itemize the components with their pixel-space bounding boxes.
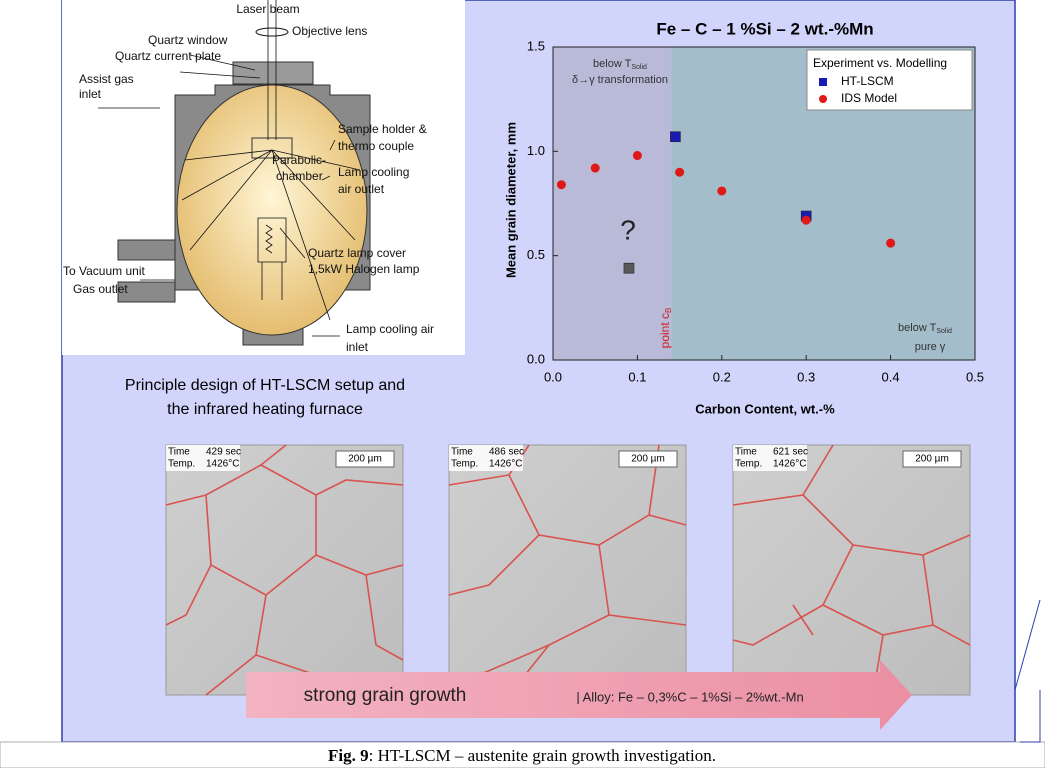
diagram-label: Sample holder & [338, 122, 427, 136]
legend-marker [819, 95, 827, 103]
scale-label: 200 µm [348, 454, 382, 465]
diagram-label: To Vacuum unit [63, 264, 145, 278]
time-value: 486 sec [489, 447, 524, 458]
time-value: 621 sec [773, 447, 808, 458]
x-tick-label: 0.5 [966, 369, 984, 384]
legend-marker [819, 78, 827, 86]
diagram-label: Quartz window [148, 33, 228, 47]
micrograph [733, 445, 970, 695]
temp-label: Temp. [735, 459, 762, 470]
point [675, 168, 684, 177]
temp-value: 1426°C [773, 459, 806, 470]
temp-value: 1426°C [206, 459, 239, 470]
annotation: pure γ [915, 341, 946, 353]
micrographs: Time 429 sec Temp. 1426°C 200 µm Time 486 sec T… [166, 445, 970, 695]
x-tick-label: 0.0 [544, 369, 562, 384]
annotation: ? [620, 214, 636, 245]
point [557, 180, 566, 189]
time-value: 429 sec [206, 447, 241, 458]
diagram-label: Quartz lamp cover [308, 246, 406, 260]
diagram-label: inlet [346, 340, 369, 354]
edge-marks [1015, 600, 1040, 742]
diagram-label: Parabolic- [272, 153, 326, 167]
figure-caption: Fig. 9: HT-LSCM – austenite grain growth… [328, 746, 716, 765]
point [670, 132, 680, 142]
arrow-text: strong grain growth [304, 685, 467, 706]
region [553, 47, 671, 360]
point [624, 263, 634, 273]
point [886, 239, 895, 248]
time-label: Time [168, 447, 190, 458]
diagram-caption: Principle design of HT-LSCM setup and [125, 377, 405, 394]
diagram-label: chamber [276, 169, 323, 183]
point [633, 151, 642, 160]
diagram-label: air outlet [338, 182, 385, 196]
diagram-label: inlet [79, 87, 102, 101]
diagram-label: Quartz current plate [115, 49, 221, 63]
diagram-label: Assist gas [79, 72, 134, 86]
diagram-label: Objective lens [292, 24, 367, 38]
micrograph [449, 445, 686, 695]
legend-title: Experiment vs. Modelling [813, 56, 947, 70]
x-tick-label: 0.4 [882, 369, 900, 384]
time-label: Time [735, 447, 757, 458]
diagram-label: Gas outlet [73, 282, 128, 296]
alloy-text: | Alloy: Fe – 0,3%C – 1%Si – 2%wt.-Mn [576, 689, 803, 704]
scale-label: 200 µm [631, 454, 665, 465]
legend-label: HT-LSCM [841, 74, 894, 88]
x-tick-label: 0.2 [713, 369, 731, 384]
temp-label: Temp. [168, 459, 195, 470]
diagram-label: 1,5kW Halogen lamp [308, 262, 420, 276]
y-tick-label: 1.5 [527, 38, 545, 53]
figure-page: Laser beam Objective lens Quartz window … [0, 0, 1045, 768]
y-axis-label: Mean grain diameter, mm [503, 122, 518, 278]
y-tick-label: 0.0 [527, 351, 545, 366]
point [717, 186, 726, 195]
diagram-label: thermo couple [338, 139, 414, 153]
temp-value: 1426°C [489, 459, 522, 470]
legend-label: IDS Model [841, 91, 897, 105]
x-tick-label: 0.3 [797, 369, 815, 384]
y-tick-label: 1.0 [527, 143, 545, 158]
annotation: δ→γ transformation [572, 74, 668, 86]
diagram-label: Lamp cooling [338, 165, 409, 179]
temp-label: Temp. [451, 459, 478, 470]
x-axis-label: Carbon Content, wt.-% [695, 401, 835, 416]
point [591, 164, 600, 173]
diagram-label: Lamp cooling air [346, 322, 434, 336]
time-label: Time [451, 447, 473, 458]
chart-title: Fe – C – 1 %Si – 2 wt.-%Mn [656, 19, 873, 38]
scale-label: 200 µm [915, 454, 949, 465]
diagram-caption: the infrared heating furnace [167, 401, 363, 418]
y-tick-label: 0.5 [527, 247, 545, 262]
point [802, 216, 811, 225]
diagram-label: Laser beam [236, 2, 299, 16]
annotation: point cB [658, 308, 673, 349]
x-tick-label: 0.1 [628, 369, 646, 384]
